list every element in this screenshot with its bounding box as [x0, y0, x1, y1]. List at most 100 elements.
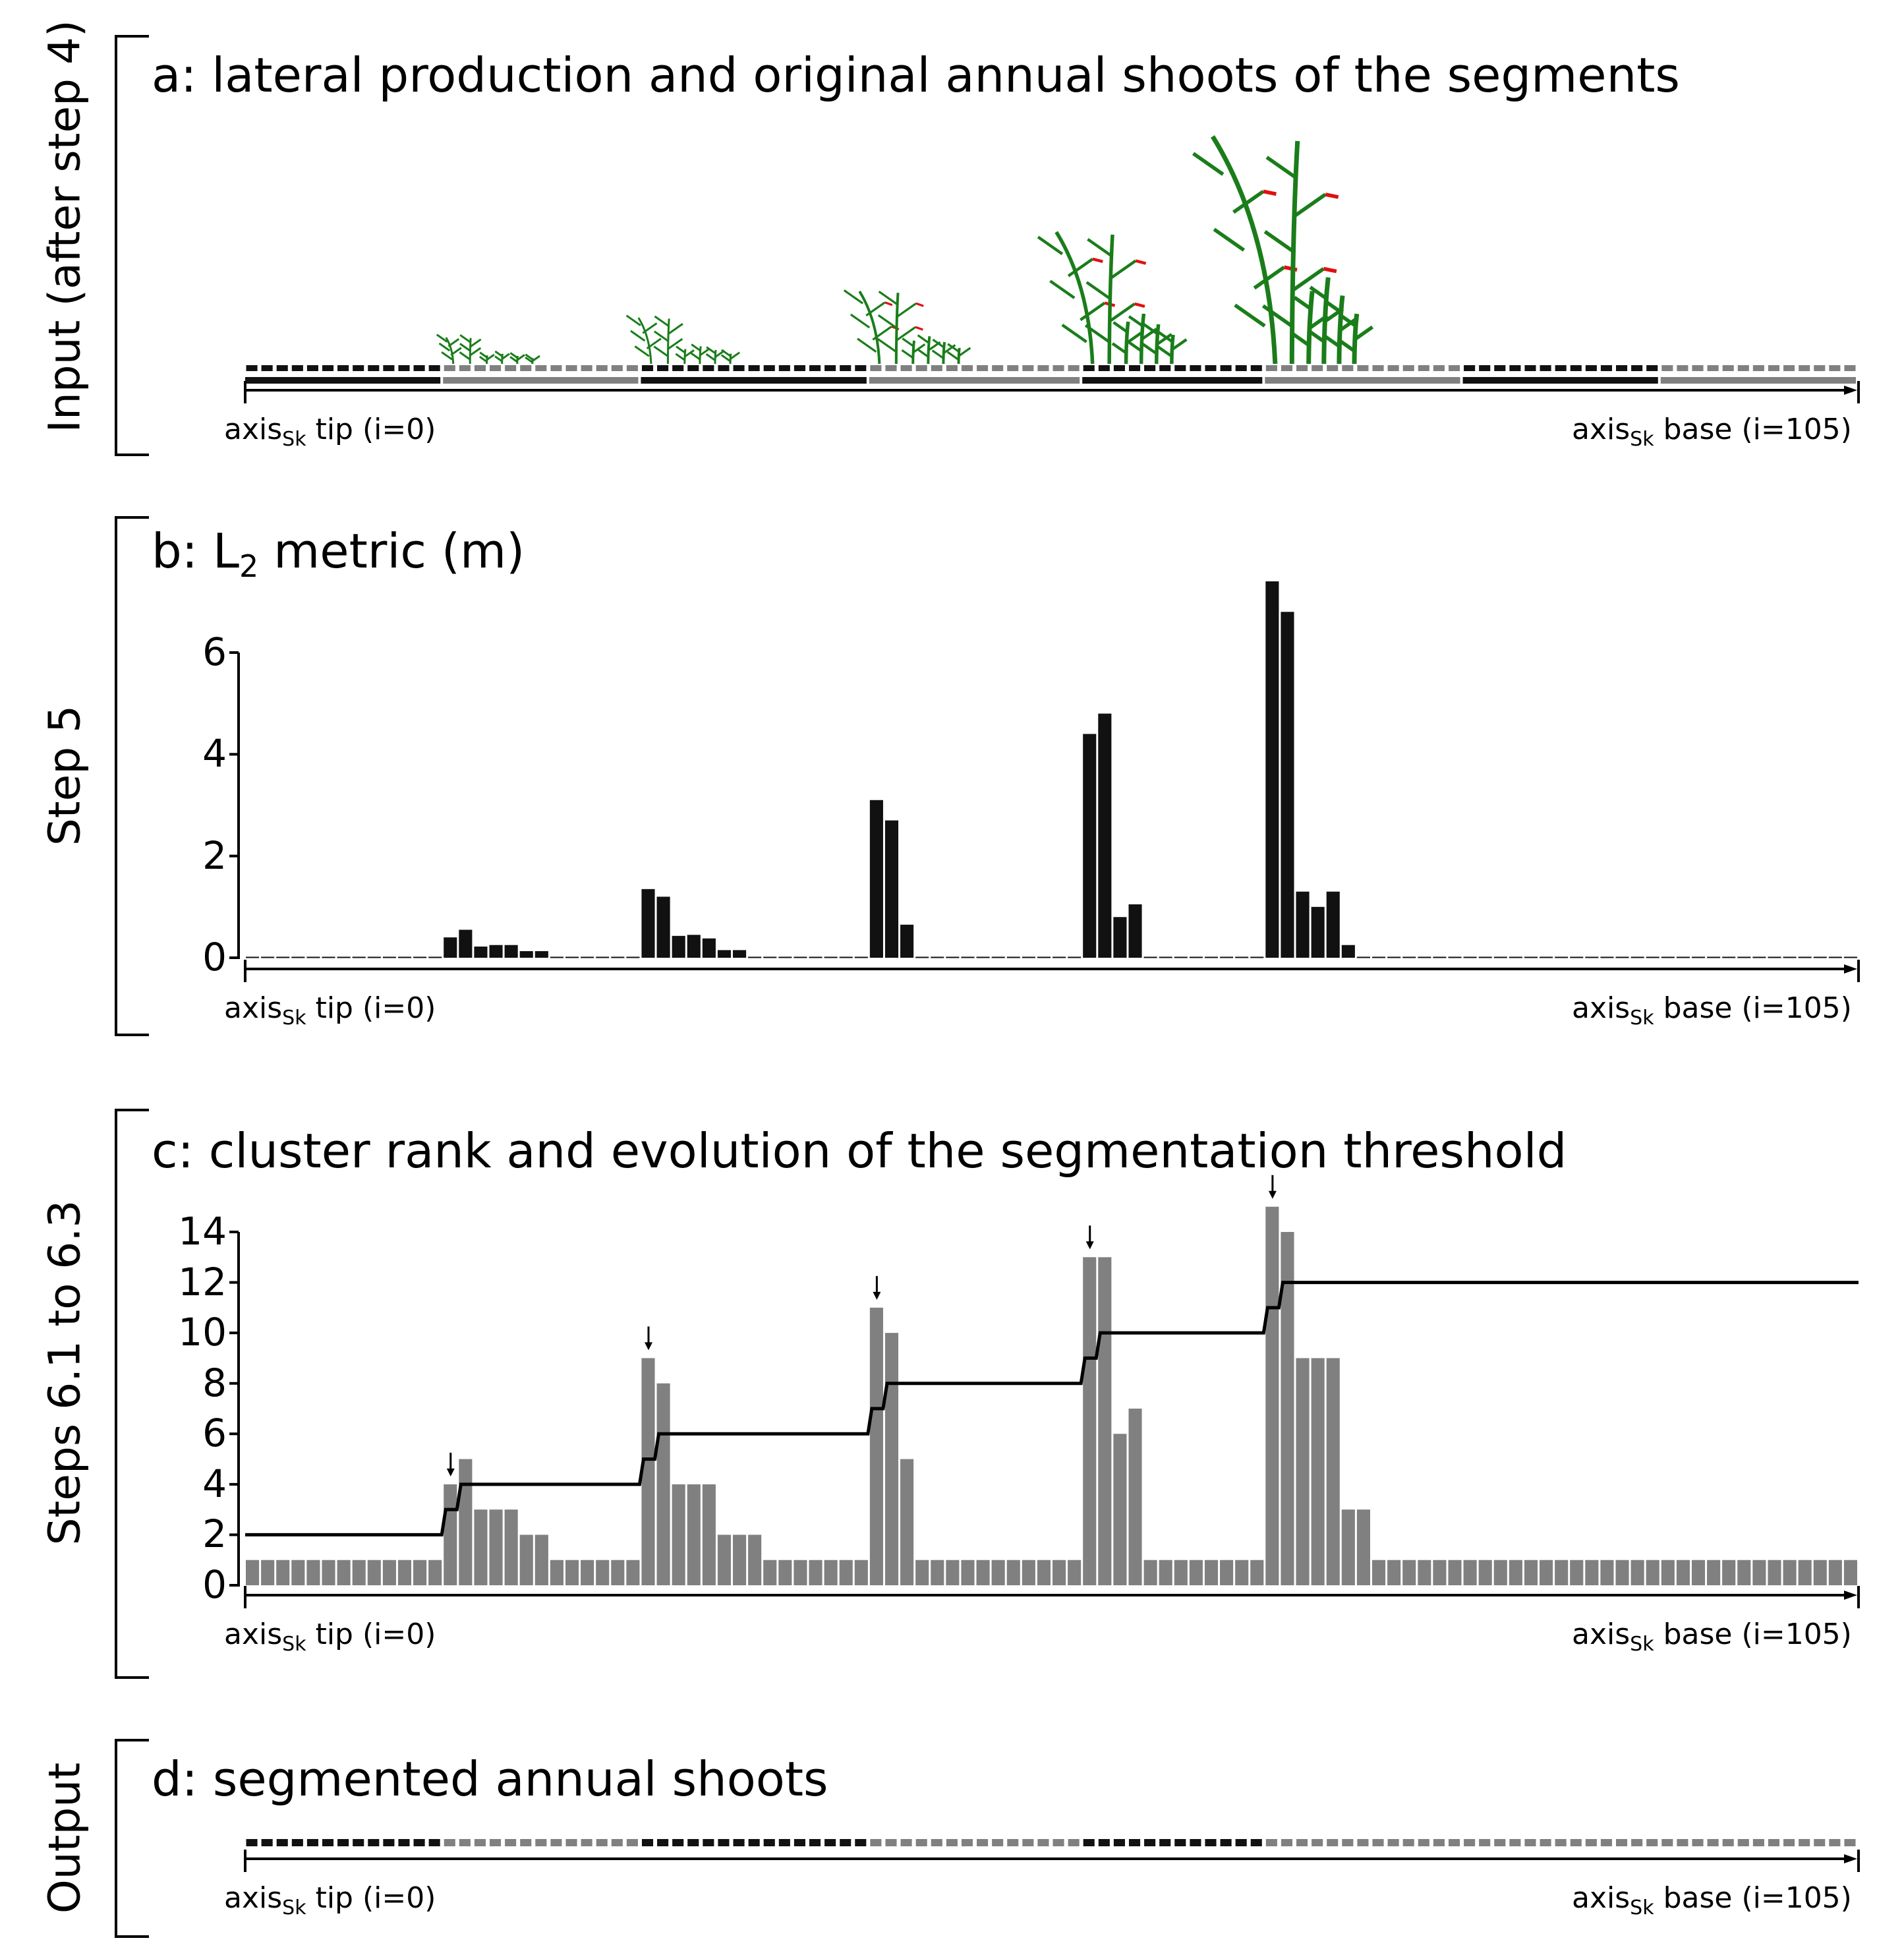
l2-bar	[1006, 956, 1020, 958]
segment-dash	[1265, 365, 1277, 371]
shoot-branch	[943, 344, 956, 354]
l2-bar	[641, 889, 655, 958]
segment-dash	[474, 365, 486, 371]
segment-dash	[1220, 1839, 1232, 1846]
shoot-branch	[721, 349, 732, 357]
l2-bar	[261, 956, 275, 958]
segment-dash	[505, 1839, 517, 1846]
l2-bar	[1448, 956, 1462, 958]
segment-dash	[520, 1839, 532, 1846]
shoot-branch	[532, 355, 540, 362]
rank-bar	[1798, 1560, 1812, 1585]
tip-label-d: axisSk tip (i=0)	[224, 1881, 436, 1919]
l2-bar	[1296, 891, 1310, 958]
segment-dash	[1829, 365, 1841, 371]
segment-dash	[1677, 365, 1688, 371]
l2-bar	[626, 956, 640, 958]
shoot-branch	[668, 337, 683, 350]
rank-bar	[428, 1560, 442, 1585]
shoot-branch	[676, 345, 686, 354]
segment-dash	[1737, 1839, 1749, 1846]
rank-bar	[1691, 1560, 1706, 1585]
shoot-branch	[668, 323, 683, 335]
tip-label-c: axisSk tip (i=0)	[224, 1618, 436, 1656]
shoot-branch	[877, 337, 898, 353]
l2-bar	[550, 956, 563, 958]
shoot-branch	[946, 351, 960, 361]
segment-dash	[1357, 365, 1369, 371]
shoot-branch	[691, 343, 701, 352]
shoot-branch	[525, 356, 533, 364]
shoot-branch	[517, 354, 525, 361]
segment-dash	[1783, 1839, 1795, 1846]
l2-bar	[1493, 956, 1507, 958]
rank-bar	[1418, 1560, 1431, 1585]
shoot-branch	[1080, 301, 1106, 322]
rank-bar	[1098, 1257, 1112, 1585]
rank-bar	[1265, 1206, 1279, 1585]
segment-dash	[581, 365, 592, 371]
l2-bar	[733, 950, 747, 958]
shoot-branch	[901, 349, 914, 359]
rank-bar	[504, 1509, 518, 1585]
rank-bar	[565, 1560, 579, 1585]
segment-dash	[1585, 365, 1597, 371]
l2-bar	[702, 938, 716, 958]
segment-dash	[383, 365, 395, 371]
rank-bar	[1555, 1560, 1569, 1585]
tip-label-a: axisSk tip (i=0)	[224, 413, 436, 451]
segment-dash	[733, 365, 745, 371]
panel-b-title-suffix: metric (m)	[258, 523, 525, 579]
segment-dash	[641, 365, 654, 371]
shoot-branch	[502, 353, 510, 360]
l2-bar	[809, 956, 822, 958]
rank-bar	[444, 1484, 457, 1585]
red-lateral	[1134, 302, 1145, 308]
rank-bar	[489, 1509, 503, 1585]
panel-b	[229, 581, 1857, 959]
rank-bar	[352, 1560, 366, 1585]
shoot-branch	[705, 353, 716, 361]
rank-bar	[1707, 1560, 1721, 1585]
side-label-b: Step 5	[39, 705, 90, 846]
segment-dash	[550, 365, 562, 371]
l2-bar	[352, 956, 366, 958]
shoot-branch	[932, 338, 945, 349]
shoot-branch	[438, 342, 451, 352]
segment-dash	[1068, 365, 1080, 371]
lateral-shoot-cluster	[843, 289, 971, 365]
segment-dash	[490, 365, 502, 371]
segment-dash	[1661, 365, 1673, 371]
down-arrow-head	[1085, 1241, 1094, 1250]
tip-label-b: axisSk tip (i=0)	[224, 991, 436, 1030]
shoot-branch	[1157, 331, 1174, 343]
l2-bar	[1402, 956, 1416, 958]
segment-dash	[1737, 365, 1749, 371]
rank-bar	[246, 1560, 260, 1585]
l2-bar	[854, 956, 868, 958]
l2-bar	[1418, 956, 1431, 958]
rank-bar	[717, 1535, 732, 1585]
shoot-branch	[913, 343, 926, 353]
red-lateral	[884, 301, 893, 307]
shoot-branch	[1263, 230, 1296, 254]
rank-bar	[884, 1333, 899, 1585]
shoot-branch	[947, 343, 960, 353]
segment-dash	[1342, 365, 1354, 371]
rank-bar	[1341, 1509, 1355, 1585]
segment-dash	[1327, 365, 1339, 371]
shoot-branch	[850, 313, 871, 329]
l2-bar	[534, 950, 548, 958]
segment-dash	[1707, 365, 1719, 371]
l2-bar	[763, 956, 777, 958]
y-tick-label-c: 10	[178, 1310, 227, 1355]
segment-dash	[398, 365, 410, 371]
segment-dash	[1524, 1839, 1536, 1846]
segment-dash	[1844, 365, 1856, 371]
shoot-branch	[1292, 267, 1325, 291]
rank-bar	[1356, 1509, 1370, 1585]
segment-dash	[748, 365, 760, 371]
segment-dash	[368, 1839, 380, 1846]
rank-bar	[641, 1358, 655, 1585]
axis-b-arrowhead	[1844, 964, 1857, 974]
